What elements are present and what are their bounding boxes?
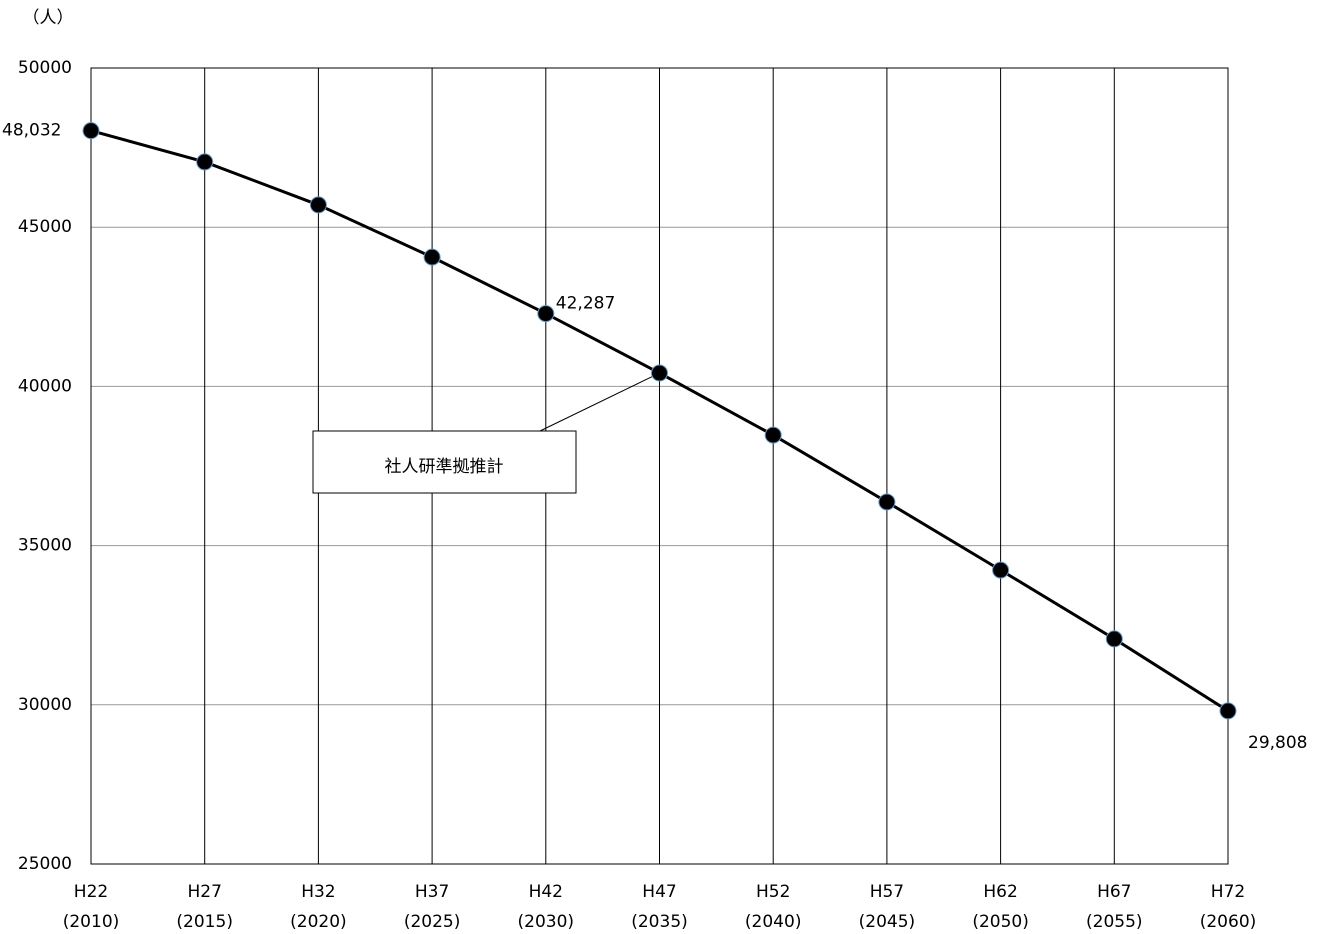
y-tick-label: 40000 <box>18 376 72 396</box>
data-point <box>992 561 1010 579</box>
x-tick-label: H42 <box>529 882 563 902</box>
x-tick-label-year: (2030) <box>518 912 575 932</box>
annotation-leader <box>539 372 660 432</box>
y-axis-label: （人） <box>23 8 74 28</box>
x-tick-label-year: (2035) <box>631 912 688 932</box>
y-tick-label: 30000 <box>18 695 72 715</box>
data-point <box>878 493 896 511</box>
data-point <box>1219 702 1237 720</box>
x-tick-label: H47 <box>642 882 676 902</box>
data-point <box>651 364 668 382</box>
x-tick-label: H22 <box>74 882 108 902</box>
x-tick-label: H27 <box>187 882 221 902</box>
x-tick-label: H37 <box>415 882 449 902</box>
x-tick-label-year: (2020) <box>290 912 347 932</box>
x-tick-label: H57 <box>870 882 904 902</box>
x-tick-label-year: (2015) <box>176 912 233 932</box>
x-tick-label: H62 <box>983 882 1017 902</box>
x-tick-label-year: (2060) <box>1200 912 1257 932</box>
value-label: 29,808 <box>1248 733 1307 753</box>
x-tick-label-year: (2045) <box>859 912 916 932</box>
annotation-box <box>312 430 577 494</box>
data-point <box>537 305 555 323</box>
x-tick-label-year: (2025) <box>404 912 461 932</box>
y-tick-label: 35000 <box>18 536 72 556</box>
plot-border <box>90 67 1229 865</box>
y-tick-label: 45000 <box>18 217 72 237</box>
x-tick-label: H32 <box>301 882 335 902</box>
annotation: 社人研準拠推計 <box>385 457 504 477</box>
data-point <box>764 426 782 444</box>
x-tick-label-year: (2040) <box>745 912 802 932</box>
x-tick-label-year: (2010) <box>63 912 120 932</box>
data-point <box>196 153 214 171</box>
y-tick-label: 50000 <box>18 58 72 78</box>
data-point <box>82 122 100 140</box>
value-label: 42,287 <box>556 294 615 314</box>
x-tick-label-year: (2050) <box>972 912 1029 932</box>
x-tick-label: H52 <box>756 882 790 902</box>
y-tick-label: 25000 <box>18 854 72 874</box>
value-label: 48,032 <box>2 121 61 141</box>
data-point <box>309 196 327 214</box>
x-tick-label: H67 <box>1097 882 1131 902</box>
data-point <box>423 248 441 266</box>
x-tick-label: H72 <box>1211 882 1245 902</box>
data-point <box>1105 630 1123 648</box>
x-tick-label-year: (2055) <box>1086 912 1143 932</box>
